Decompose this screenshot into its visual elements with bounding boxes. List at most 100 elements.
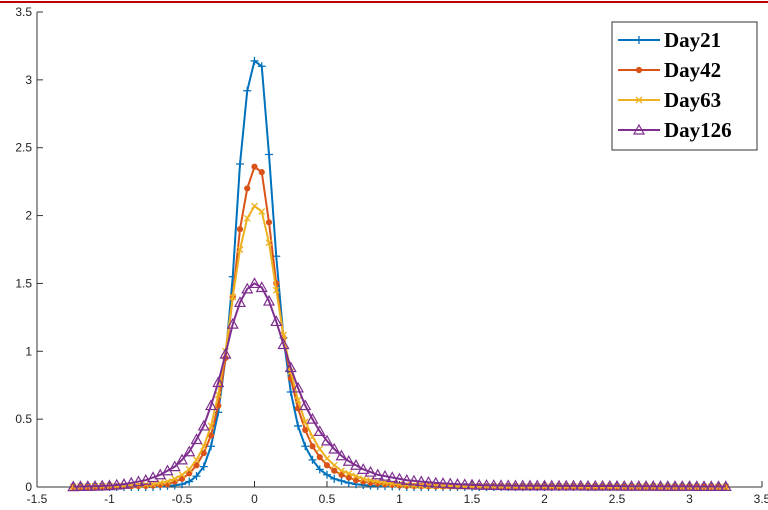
marker [359, 475, 367, 483]
marker [337, 476, 346, 485]
marker [309, 443, 316, 450]
marker [676, 480, 689, 491]
marker [545, 479, 558, 491]
marker [200, 442, 208, 450]
marker [214, 391, 222, 399]
marker [323, 455, 331, 462]
marker [352, 477, 360, 484]
marker [277, 338, 290, 350]
marker [291, 381, 305, 393]
marker [523, 479, 537, 491]
marker [567, 479, 580, 491]
marker [451, 478, 464, 489]
marker [635, 96, 643, 104]
marker [251, 163, 258, 170]
marker [315, 465, 324, 474]
marker [320, 434, 334, 446]
marker [257, 62, 266, 71]
marker [265, 150, 273, 159]
marker [357, 463, 370, 474]
marker [251, 202, 258, 210]
marker [110, 478, 123, 490]
y-tick-label: 3 [25, 73, 32, 87]
marker [632, 123, 646, 135]
marker [178, 475, 186, 482]
marker [185, 465, 193, 473]
marker [212, 376, 225, 388]
marker [96, 479, 109, 491]
marker [618, 479, 631, 491]
y-tick-label: 0 [25, 480, 32, 494]
marker [364, 465, 377, 477]
marker [625, 479, 638, 491]
marker [270, 315, 283, 327]
marker [342, 454, 355, 466]
marker [168, 460, 181, 472]
marker [345, 469, 353, 477]
marker [149, 480, 157, 488]
x-tick-label: 0 [251, 492, 258, 506]
marker [197, 419, 210, 431]
x-tick-label: -1 [104, 492, 115, 506]
marker [272, 286, 280, 294]
marker [306, 412, 319, 424]
marker [178, 471, 186, 479]
marker [328, 442, 341, 454]
marker [719, 480, 732, 492]
marker [415, 475, 428, 487]
marker [262, 294, 276, 306]
marker [349, 459, 363, 470]
marker [258, 208, 266, 215]
marker [596, 479, 609, 491]
marker [301, 442, 310, 451]
marker [190, 433, 203, 445]
marker [183, 445, 196, 457]
legend: Day21 Day42 Day63 Day126 [611, 21, 758, 151]
marker [255, 281, 268, 293]
y-tick-label: 3.5 [15, 5, 32, 19]
marker [243, 214, 251, 222]
marker [207, 422, 215, 430]
marker [516, 479, 529, 491]
y-tick-label: 1 [25, 344, 32, 358]
y-tick-label: 2 [25, 209, 32, 223]
marker [241, 282, 254, 294]
marker [330, 474, 339, 483]
marker [132, 475, 145, 487]
marker [299, 399, 312, 411]
marker [635, 36, 643, 44]
marker [308, 455, 317, 464]
legend-label: Day126 [664, 118, 732, 142]
x-tick-label: 0.5 [319, 492, 336, 506]
y-tick-label: 2.5 [15, 141, 32, 155]
marker [654, 480, 667, 491]
marker [552, 479, 566, 491]
series-line [73, 204, 726, 488]
marker [632, 479, 645, 491]
marker [323, 462, 331, 469]
marker [117, 478, 131, 489]
marker [103, 479, 116, 491]
marker [233, 296, 247, 308]
marker [502, 479, 515, 491]
marker [393, 472, 406, 484]
marker [236, 246, 244, 253]
x-tick-label: 3 [686, 492, 693, 506]
legend-box [611, 21, 758, 151]
marker [265, 219, 273, 226]
marker [338, 471, 345, 478]
marker [219, 347, 232, 359]
marker [229, 293, 237, 301]
marker [705, 480, 718, 492]
marker [236, 160, 244, 168]
marker [465, 478, 479, 490]
x-tick-label: -0.5 [172, 492, 193, 506]
marker [581, 479, 595, 491]
legend-label: Day42 [664, 58, 721, 82]
marker [560, 479, 573, 491]
marker [175, 453, 189, 465]
marker [74, 480, 87, 492]
marker [683, 480, 696, 491]
